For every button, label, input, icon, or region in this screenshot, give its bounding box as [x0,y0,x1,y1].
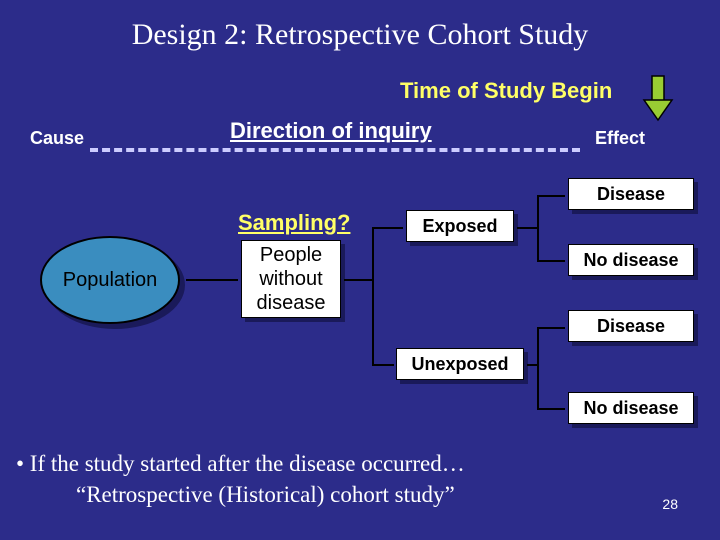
arrow-down-icon [640,74,676,124]
unexposed-box: Unexposed [396,348,524,380]
bullet-line-2: “Retrospective (Historical) cohort study… [16,479,465,510]
connector [537,327,539,410]
no-disease-box-1: No disease [568,244,694,276]
connector [537,327,565,329]
cause-label: Cause [30,128,84,149]
connector [344,279,374,281]
slide-number: 28 [662,496,678,512]
population-node: Population [40,236,180,324]
connector [372,364,394,366]
disease-box-1: Disease [568,178,694,210]
people-without-disease-box: People without disease [241,240,341,318]
effect-label: Effect [595,128,645,149]
connector [517,227,539,229]
connector [372,227,403,229]
connector [537,260,565,262]
population-label: Population [63,269,158,292]
bullet-text: • If the study started after the disease… [16,448,465,510]
exposed-box: Exposed [406,210,514,242]
connector [537,408,565,410]
connector [186,279,238,281]
connector [372,227,374,366]
connector [537,195,565,197]
sampling-label: Sampling? [238,210,350,236]
disease-box-2: Disease [568,310,694,342]
bullet-line-1: • If the study started after the disease… [16,448,465,479]
connector [537,195,539,262]
dashed-inquiry-line [90,148,580,152]
direction-label: Direction of inquiry [230,118,432,144]
no-disease-box-2: No disease [568,392,694,424]
time-begin-label: Time of Study Begin [400,78,612,104]
page-title: Design 2: Retrospective Cohort Study [0,18,720,52]
